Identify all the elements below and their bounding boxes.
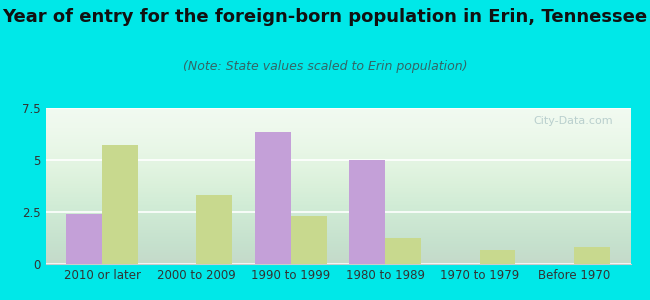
Text: City-Data.com: City-Data.com: [533, 116, 613, 126]
Bar: [255, 132, 291, 264]
Bar: [480, 250, 515, 264]
Bar: [574, 248, 610, 264]
Bar: [196, 195, 232, 264]
Bar: [349, 160, 385, 264]
Bar: [291, 216, 327, 264]
Bar: [66, 214, 102, 264]
Text: Year of entry for the foreign-born population in Erin, Tennessee: Year of entry for the foreign-born popul…: [3, 8, 647, 26]
Text: (Note: State values scaled to Erin population): (Note: State values scaled to Erin popul…: [183, 60, 467, 73]
Bar: [385, 238, 421, 264]
Bar: [102, 146, 138, 264]
